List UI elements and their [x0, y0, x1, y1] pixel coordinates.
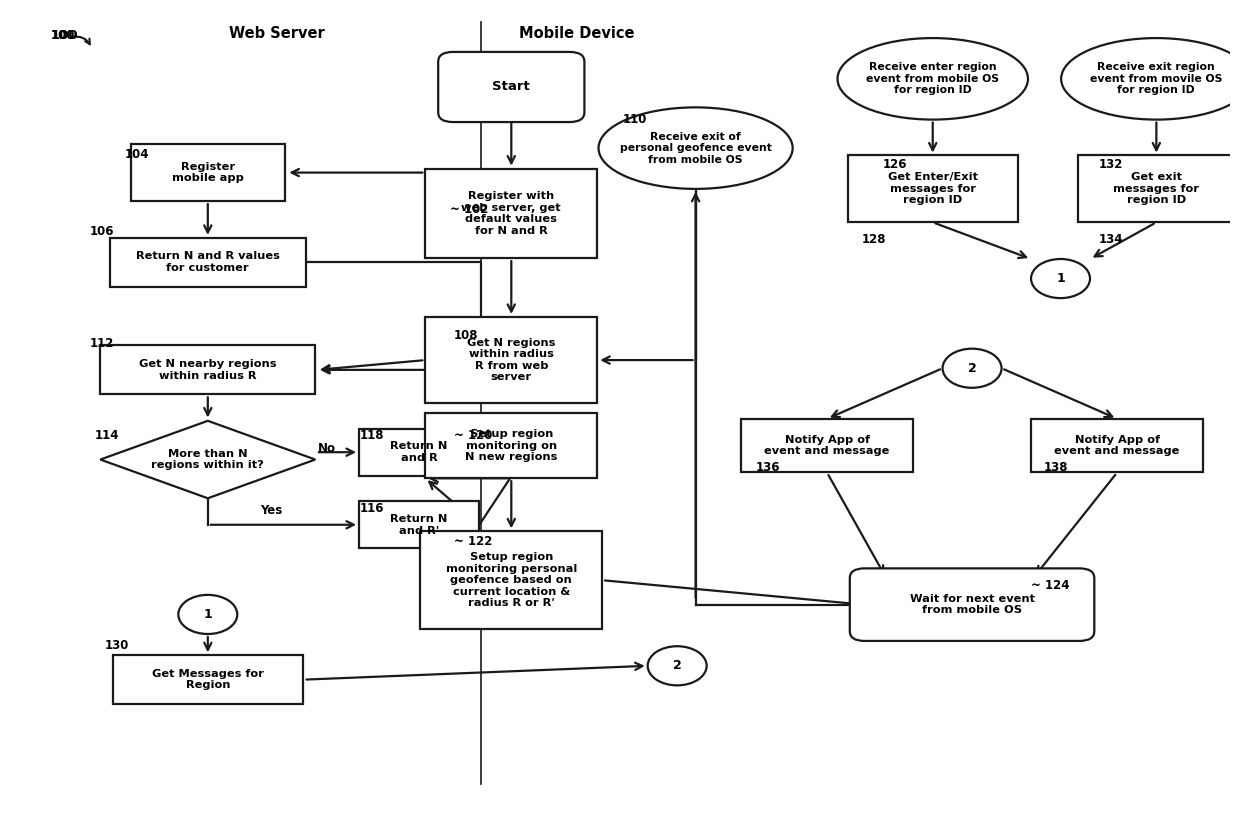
- Text: No: No: [317, 442, 336, 455]
- FancyBboxPatch shape: [1030, 419, 1203, 472]
- Text: Get N regions
within radius
R from web
server: Get N regions within radius R from web s…: [467, 338, 556, 383]
- Text: Wait for next event
from mobile OS: Wait for next event from mobile OS: [910, 594, 1034, 615]
- Text: 116: 116: [360, 502, 384, 515]
- Text: Return N
and R': Return N and R': [391, 514, 448, 536]
- FancyBboxPatch shape: [131, 144, 285, 201]
- Text: 2: 2: [967, 362, 976, 375]
- Text: Register with
web server, get
default values
for N and R: Register with web server, get default va…: [461, 191, 562, 236]
- FancyBboxPatch shape: [358, 429, 480, 476]
- Text: 104: 104: [124, 148, 149, 161]
- Text: 106: 106: [89, 225, 114, 238]
- Text: ~ 120: ~ 120: [454, 429, 492, 442]
- FancyBboxPatch shape: [425, 169, 598, 258]
- Text: 1: 1: [203, 608, 212, 621]
- Polygon shape: [100, 420, 315, 498]
- Text: 138: 138: [1043, 461, 1068, 474]
- Text: Receive exit of
personal geofence event
from mobile OS: Receive exit of personal geofence event …: [620, 132, 771, 164]
- FancyBboxPatch shape: [848, 155, 1018, 222]
- Text: 2: 2: [673, 659, 682, 672]
- Text: Return N and R values
for customer: Return N and R values for customer: [136, 251, 280, 273]
- FancyBboxPatch shape: [1078, 155, 1235, 222]
- FancyBboxPatch shape: [425, 413, 598, 479]
- FancyBboxPatch shape: [425, 317, 598, 403]
- Text: Setup region
monitoring on
N new regions: Setup region monitoring on N new regions: [465, 429, 558, 462]
- Text: Notify App of
event and message: Notify App of event and message: [1054, 435, 1179, 456]
- Text: 110: 110: [624, 113, 647, 126]
- Text: 130: 130: [104, 639, 129, 652]
- Text: 100: 100: [51, 29, 78, 43]
- Text: Web Server: Web Server: [228, 26, 325, 42]
- Text: 126: 126: [883, 158, 906, 171]
- Text: Receive exit region
event from movile OS
for region ID: Receive exit region event from movile OS…: [1090, 62, 1223, 96]
- Text: 112: 112: [89, 337, 114, 350]
- Circle shape: [1030, 259, 1090, 298]
- Circle shape: [942, 348, 1002, 388]
- Text: ~ 102: ~ 102: [450, 203, 489, 216]
- Ellipse shape: [837, 38, 1028, 119]
- Text: ~ 122: ~ 122: [454, 535, 492, 547]
- Text: 100: 100: [51, 29, 74, 43]
- FancyBboxPatch shape: [742, 419, 913, 472]
- Text: Get Messages for
Region: Get Messages for Region: [151, 669, 264, 690]
- Text: More than N
regions within it?: More than N regions within it?: [151, 449, 264, 470]
- FancyBboxPatch shape: [420, 531, 603, 629]
- Text: ~ 124: ~ 124: [1030, 579, 1070, 592]
- Text: 114: 114: [94, 429, 119, 442]
- Text: Mobile Device: Mobile Device: [518, 26, 634, 42]
- FancyBboxPatch shape: [109, 238, 306, 287]
- Text: Register
mobile app: Register mobile app: [172, 162, 244, 183]
- Text: 108: 108: [454, 329, 479, 342]
- FancyBboxPatch shape: [438, 52, 584, 122]
- Ellipse shape: [599, 107, 792, 189]
- Circle shape: [647, 646, 707, 685]
- Text: 118: 118: [360, 429, 384, 442]
- Text: Receive enter region
event from mobile OS
for region ID: Receive enter region event from mobile O…: [867, 62, 999, 96]
- Text: Start: Start: [492, 80, 531, 93]
- Text: Get exit
messages for
region ID: Get exit messages for region ID: [1114, 173, 1199, 205]
- Text: Notify App of
event and message: Notify App of event and message: [764, 435, 890, 456]
- Circle shape: [179, 595, 237, 634]
- Text: Setup region
monitoring personal
geofence based on
current location &
radius R o: Setup region monitoring personal geofenc…: [445, 552, 577, 609]
- Text: 136: 136: [756, 461, 780, 474]
- Text: Get Enter/Exit
messages for
region ID: Get Enter/Exit messages for region ID: [888, 173, 977, 205]
- Text: 132: 132: [1099, 158, 1123, 171]
- Text: Return N
and R: Return N and R: [391, 442, 448, 463]
- Ellipse shape: [1061, 38, 1240, 119]
- Text: 134: 134: [1099, 233, 1123, 246]
- Text: Yes: Yes: [260, 505, 283, 518]
- FancyBboxPatch shape: [113, 655, 303, 704]
- Text: Get N nearby regions
within radius R: Get N nearby regions within radius R: [139, 359, 277, 380]
- Text: 1: 1: [1056, 272, 1065, 285]
- Text: 128: 128: [862, 233, 885, 246]
- FancyBboxPatch shape: [100, 345, 315, 394]
- FancyBboxPatch shape: [849, 569, 1095, 641]
- FancyBboxPatch shape: [358, 501, 480, 548]
